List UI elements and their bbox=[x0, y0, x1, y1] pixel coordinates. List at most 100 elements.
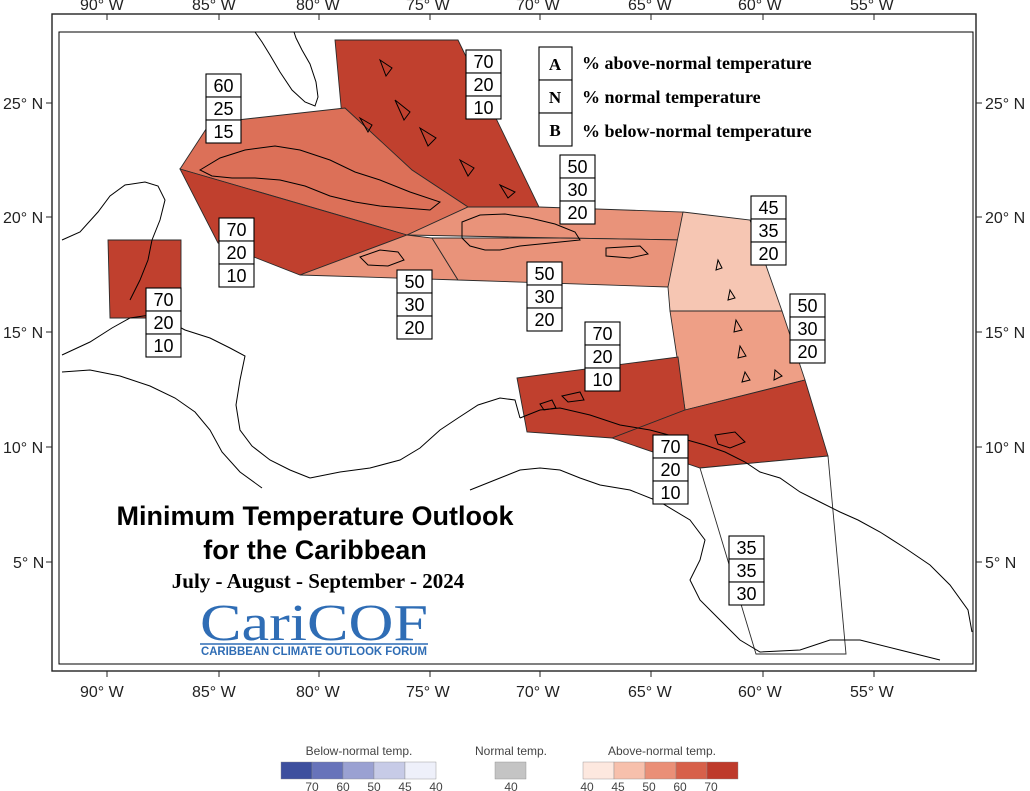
left-tick-label: 5° N bbox=[13, 555, 44, 572]
left-tick-label: 25° N bbox=[3, 96, 43, 113]
left-axis: 25° N 20° N 15° N 10° N 5° N bbox=[3, 96, 52, 572]
probability-below: 20 bbox=[758, 244, 778, 264]
probability-normal: 30 bbox=[797, 319, 817, 339]
probability-box-jamaica-cayman: 70 20 10 bbox=[218, 217, 255, 288]
probability-normal: 35 bbox=[758, 221, 778, 241]
top-tick-label: 90° W bbox=[80, 0, 125, 14]
colorbar-normal-swatch bbox=[494, 761, 527, 780]
colorbar-tick-label: 70 bbox=[704, 780, 718, 791]
key-letter: B bbox=[549, 121, 560, 140]
probability-cell bbox=[728, 581, 765, 606]
bottom-tick-label: 55° W bbox=[850, 684, 895, 701]
colorbar-above-swatch bbox=[582, 761, 615, 780]
probability-cell bbox=[218, 263, 255, 288]
colorbar-tick-label: 50 bbox=[367, 780, 381, 791]
probability-above: 60 bbox=[213, 76, 233, 96]
colorbar-legend: Below-normal temp. Normal temp. Above-no… bbox=[280, 744, 739, 791]
probability-above: 70 bbox=[592, 324, 612, 344]
probability-below: 10 bbox=[226, 266, 246, 286]
key-letter: N bbox=[549, 88, 562, 107]
key-description: % normal temperature bbox=[582, 87, 761, 107]
probability-below: 20 bbox=[404, 318, 424, 338]
coastlines bbox=[61, 31, 973, 661]
probability-below: 10 bbox=[153, 336, 173, 356]
key-letter: A bbox=[549, 55, 562, 74]
colorbar-below-swatch bbox=[373, 761, 406, 780]
colorbar-swatches: 70 60 50 45 40 40 40 45 50 60 70 bbox=[280, 761, 739, 791]
colorbar-above-swatch bbox=[613, 761, 646, 780]
key-description: % above-normal temperature bbox=[582, 53, 812, 73]
colorbar-above-swatch bbox=[675, 761, 708, 780]
left-tick-label: 15° N bbox=[3, 325, 43, 342]
probability-below: 15 bbox=[213, 122, 233, 142]
probability-above: 45 bbox=[758, 198, 778, 218]
probability-box-cuba: 60 25 15 bbox=[205, 73, 242, 144]
probability-cell bbox=[652, 480, 689, 505]
probability-normal: 30 bbox=[534, 287, 554, 307]
logo-subtext: CARIBBEAN CLIMATE OUTLOOK FORUM bbox=[201, 646, 427, 658]
probability-key: A N B % above-normal temperature % norma… bbox=[538, 46, 812, 147]
colorbar-below-swatch bbox=[404, 761, 437, 780]
colorbar-normal-title: Normal temp. bbox=[475, 744, 547, 758]
map-title: for the Caribbean bbox=[203, 535, 427, 565]
probability-above: 70 bbox=[473, 52, 493, 72]
probability-below: 10 bbox=[592, 370, 612, 390]
colorbar-tick-label: 45 bbox=[611, 780, 625, 791]
probability-below: 20 bbox=[567, 203, 587, 223]
colorbar-above-title: Above-normal temp. bbox=[608, 744, 716, 758]
probability-box-trinidad: 70 20 10 bbox=[652, 434, 689, 505]
top-tick-label: 65° W bbox=[628, 0, 673, 14]
top-axis: 90° W 85° W 80° W 75° W 70° W 65° W 60° … bbox=[80, 0, 895, 20]
bottom-tick-label: 80° W bbox=[296, 684, 341, 701]
right-tick-label: 15° N bbox=[985, 325, 1025, 342]
right-tick-label: 25° N bbox=[985, 96, 1025, 113]
colorbar-tick-label: 40 bbox=[504, 780, 518, 791]
top-tick-label: 85° W bbox=[192, 0, 237, 14]
probability-below: 20 bbox=[797, 342, 817, 362]
colorbar-tick-label: 40 bbox=[580, 780, 594, 791]
probability-normal: 25 bbox=[213, 99, 233, 119]
colorbar-tick-label: 70 bbox=[305, 780, 319, 791]
probability-above: 50 bbox=[567, 157, 587, 177]
left-tick-label: 20° N bbox=[3, 210, 43, 227]
probability-cell bbox=[789, 339, 826, 364]
probability-above: 70 bbox=[660, 437, 680, 457]
probability-box-belize: 70 20 10 bbox=[145, 287, 182, 358]
probability-below: 20 bbox=[534, 310, 554, 330]
probability-above: 70 bbox=[226, 220, 246, 240]
right-tick-label: 20° N bbox=[985, 210, 1025, 227]
colorbar-below-swatch bbox=[280, 761, 313, 780]
probability-cell bbox=[559, 200, 596, 225]
probability-normal: 20 bbox=[153, 313, 173, 333]
outlook-regions bbox=[107, 39, 847, 655]
bottom-tick-label: 85° W bbox=[192, 684, 237, 701]
probability-normal: 35 bbox=[736, 561, 756, 581]
probability-below: 10 bbox=[473, 98, 493, 118]
inner-frame bbox=[58, 31, 974, 665]
logo-wordmark: CariCOF bbox=[200, 595, 428, 652]
key-letter-cell bbox=[538, 112, 573, 147]
bottom-axis: 90° W 85° W 80° W 75° W 70° W 65° W 60° … bbox=[80, 671, 895, 701]
probability-boxes: 70 20 10 60 25 15 70 20 10 70 20 10 50 30 20 50 30 20 50 30… bbox=[145, 49, 826, 606]
right-tick-label: 5° N bbox=[985, 555, 1016, 572]
colorbar-below-swatch bbox=[311, 761, 344, 780]
probability-box-hispaniola-north: 50 30 20 bbox=[559, 154, 596, 225]
probability-normal: 30 bbox=[567, 180, 587, 200]
bottom-tick-label: 90° W bbox=[80, 684, 125, 701]
map-title: Minimum Temperature Outlook bbox=[116, 501, 514, 531]
probability-cell bbox=[526, 307, 563, 332]
probability-box-jamaica-south: 50 30 20 bbox=[396, 269, 433, 340]
right-tick-label: 10° N bbox=[985, 440, 1025, 457]
probability-normal: 20 bbox=[592, 347, 612, 367]
probability-cell bbox=[145, 333, 182, 358]
colorbar-above-swatch bbox=[706, 761, 739, 780]
key-letter-cell bbox=[538, 46, 573, 81]
probability-below: 10 bbox=[660, 483, 680, 503]
probability-above: 50 bbox=[534, 264, 554, 284]
top-tick-label: 80° W bbox=[296, 0, 341, 14]
period-label: July - August - September - 2024 bbox=[172, 569, 465, 593]
title-backdrop bbox=[62, 493, 552, 661]
probability-above: 50 bbox=[404, 272, 424, 292]
probability-cell bbox=[396, 315, 433, 340]
probability-box-guianas: 35 35 30 bbox=[728, 535, 765, 606]
